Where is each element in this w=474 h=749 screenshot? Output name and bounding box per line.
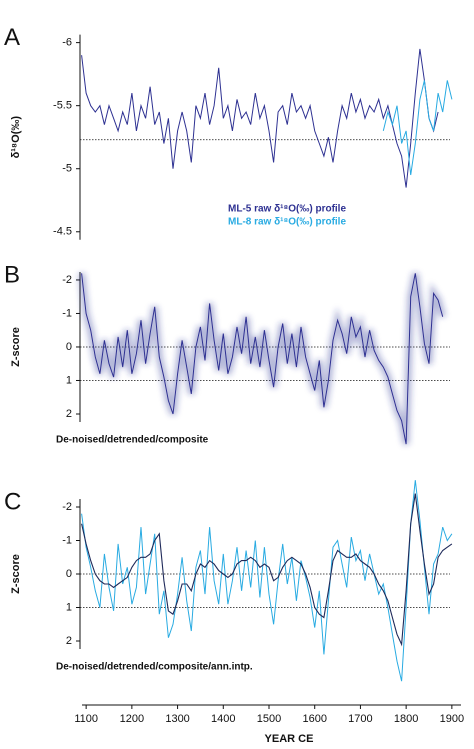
x-tick-label: 1400 (211, 713, 235, 725)
panel-letter: C (4, 488, 21, 515)
y-tick-label: 0 (66, 341, 72, 353)
x-tick-label: 1900 (440, 713, 464, 725)
series-line (81, 493, 453, 647)
series-line (81, 48, 439, 188)
x-tick-label: 1700 (348, 713, 372, 725)
x-tick-label: 1100 (74, 713, 98, 725)
x-tick-label: 1600 (302, 713, 326, 725)
y-tick-label: 2 (66, 408, 72, 420)
annotation: De-noised/detrended/composite/ann.intp. (56, 662, 253, 673)
series-line (81, 273, 444, 445)
y-tick-label: -1 (62, 534, 72, 546)
legend-entry: ML-8 raw δ¹⁸O(‰) profile (228, 217, 346, 228)
y-tick-label: 2 (66, 635, 72, 647)
x-tick-label: 1200 (120, 713, 144, 725)
x-tick-label: 1500 (257, 713, 281, 725)
y-tick-label: 1 (66, 601, 72, 613)
y-tick-label: -2 (62, 501, 72, 513)
annotation: De-noised/detrended/composite (56, 435, 209, 446)
x-axis-label: YEAR CE (265, 733, 314, 745)
x-tick-label: 1300 (165, 713, 189, 725)
y-axis-label: δ¹⁸O(‰) (10, 116, 22, 159)
y-tick-label: -2 (62, 274, 72, 286)
y-tick-label: -1 (62, 307, 72, 319)
y-tick-label: -4.5 (53, 226, 72, 238)
y-tick-label: 1 (66, 374, 72, 386)
y-tick-label: -6 (62, 37, 72, 49)
series-line (81, 480, 453, 682)
panel-letter: B (4, 261, 20, 288)
legend-entry: ML-5 raw δ¹⁸O(‰) profile (228, 204, 346, 215)
y-tick-label: 0 (66, 568, 72, 580)
panel-letter: A (4, 24, 20, 51)
series-line (382, 80, 453, 176)
y-tick-label: -5.5 (53, 100, 72, 112)
y-axis-label: Z-score (10, 327, 22, 367)
y-tick-label: -5 (62, 163, 72, 175)
x-tick-label: 1800 (394, 713, 418, 725)
y-axis-label: Z-score (10, 554, 22, 594)
